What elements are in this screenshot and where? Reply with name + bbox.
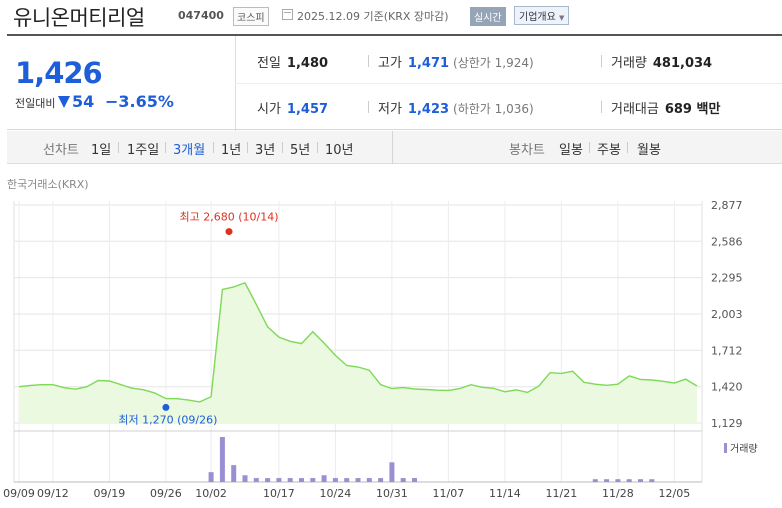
trade-value: 거래대금 689 백만 — [611, 102, 721, 117]
volume-bar — [638, 479, 643, 482]
volume-bar — [332, 478, 338, 482]
volume-bar — [208, 472, 214, 482]
y-tick-label: 2,003 — [711, 308, 743, 321]
volume-bar — [321, 475, 327, 482]
tab-1y[interactable]: 1년 — [221, 143, 242, 158]
x-tick-label: 10/24 — [320, 487, 352, 500]
y-tick-label: 1,712 — [711, 344, 743, 357]
volume-bar — [310, 478, 316, 482]
market-badge: 코스피 — [233, 7, 269, 26]
volume-bar — [389, 462, 395, 482]
volume-bar — [355, 478, 361, 482]
tab-1w[interactable]: 1주일 — [127, 143, 160, 158]
x-tick-label: 10/17 — [263, 487, 295, 500]
x-tick-label: 11/07 — [433, 487, 465, 500]
volume-bar — [626, 479, 632, 482]
volume-bar — [287, 478, 293, 482]
as-of-date: 2025.12.09 기준(KRX 장마감) — [297, 10, 449, 23]
high-price: 고가 1,471 (상한가 1,924) — [378, 56, 534, 71]
low-label: 최저 1,270 (09/26) — [118, 413, 217, 426]
quote-summary: 1,426 전일대비 54 −3.65% 전일 1,480 고가 1,471 (상한가… — [7, 34, 782, 132]
x-tick-label: 11/14 — [489, 487, 521, 500]
realtime-button[interactable]: 실시간 — [470, 7, 506, 26]
prev-close: 전일 1,480 — [257, 56, 329, 71]
price-line — [18, 282, 698, 403]
company-info-label: 기업개요 — [519, 12, 556, 23]
chart-period-tabs: 선차트 1일 1주일 3개월 1년 3년 5년 10년 봉차트 일봉 주봉 월봉 — [7, 131, 782, 164]
low-price: 저가 1,423 (하한가 1,036) — [378, 102, 534, 117]
low-marker — [162, 403, 170, 411]
company-info-dropdown[interactable]: 기업개요 ▼ — [514, 6, 570, 25]
tab-weekly[interactable]: 주봉 — [597, 143, 621, 158]
y-tick-label: 2,295 — [711, 272, 743, 285]
x-tick-label: 11/21 — [546, 487, 578, 500]
tab-1d[interactable]: 1일 — [91, 143, 112, 158]
tab-monthly[interactable]: 월봉 — [637, 143, 661, 158]
volume-legend-swatch — [724, 443, 727, 453]
stock-header: 유니온머티리얼 047400 코스피 2025.12.09 기준(KRX 장마감… — [0, 0, 782, 34]
high-label: 최고 2,680 (10/14) — [179, 211, 278, 224]
company-name: 유니온머티리얼 — [13, 6, 145, 30]
chevron-down-icon: ▼ — [559, 14, 565, 22]
change-label: 전일대비 — [15, 97, 56, 110]
tab-10y[interactable]: 10년 — [325, 143, 354, 158]
x-tick-label: 12/05 — [659, 487, 691, 500]
price-area — [19, 282, 697, 423]
x-tick-label: 09/19 — [94, 487, 126, 500]
y-tick-label: 2,877 — [711, 199, 743, 212]
volume-bar — [604, 479, 610, 482]
volume-legend-label: 거래량 — [730, 443, 758, 455]
y-tick-label: 1,129 — [711, 417, 743, 430]
change-value: 54 — [72, 92, 95, 111]
volume-bar — [366, 478, 372, 482]
volume-bar — [378, 478, 384, 482]
y-tick-label: 2,586 — [711, 235, 743, 248]
open-price: 시가 1,457 — [257, 102, 329, 117]
volume-bar — [412, 478, 417, 482]
volume-bar — [242, 475, 248, 482]
y-tick-label: 1,420 — [711, 381, 743, 394]
x-tick-label: 10/31 — [376, 487, 408, 500]
candle-chart-label: 봉차트 — [509, 143, 545, 158]
volume-bar — [649, 479, 655, 482]
tab-3y[interactable]: 3년 — [255, 143, 276, 158]
line-chart-label: 선차트 — [43, 143, 79, 158]
x-tick-label: 09/26 — [150, 487, 182, 500]
divider — [235, 36, 236, 132]
volume-bar — [344, 478, 350, 482]
current-price: 1,426 — [15, 56, 103, 90]
x-tick-label: 09/09 — [3, 487, 35, 500]
volume-bar — [219, 437, 225, 482]
volume-bar — [299, 478, 304, 482]
high-marker — [225, 228, 233, 236]
change-percent: −3.65% — [105, 92, 174, 111]
volume: 거래량 481,034 — [611, 56, 713, 71]
volume-bar — [265, 478, 271, 482]
volume-bar — [276, 478, 282, 482]
x-tick-label: 11/28 — [602, 487, 634, 500]
data-source: 한국거래소(KRX) — [7, 178, 89, 191]
tab-daily[interactable]: 일봉 — [559, 143, 583, 158]
x-tick-label: 10/02 — [195, 487, 227, 500]
tab-3m[interactable]: 3개월 — [173, 143, 206, 158]
divider — [235, 83, 782, 84]
volume-bar — [231, 465, 237, 482]
volume-bar — [592, 479, 598, 482]
down-triangle-icon — [58, 96, 70, 108]
x-tick-label: 09/12 — [37, 487, 69, 500]
stock-code: 047400 — [178, 9, 224, 22]
tab-5y[interactable]: 5년 — [290, 143, 311, 158]
volume-bar — [253, 478, 259, 482]
volume-bar — [615, 479, 621, 482]
calendar-icon — [282, 9, 293, 20]
volume-bar — [400, 478, 406, 482]
